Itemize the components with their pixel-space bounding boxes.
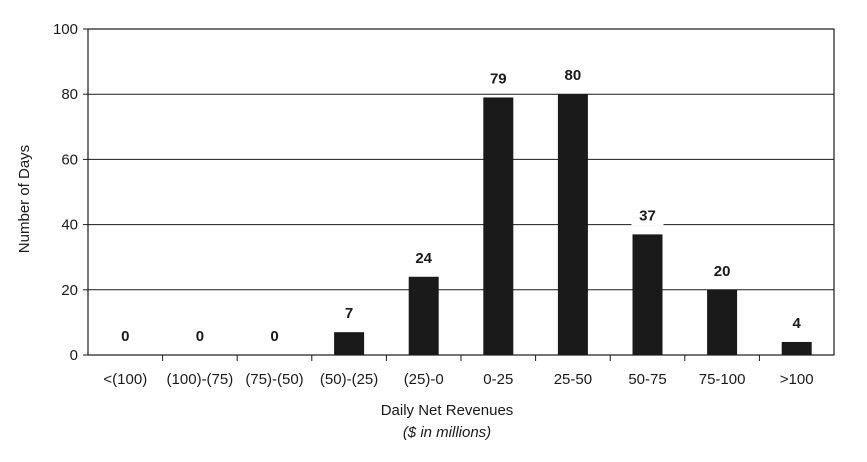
- data-label: 0: [121, 328, 129, 345]
- data-label-background: [706, 261, 739, 281]
- data-label-background: [631, 206, 664, 226]
- bar: [408, 276, 439, 355]
- data-label-background: [183, 327, 216, 346]
- bar: [483, 97, 514, 356]
- data-label: 24: [415, 250, 432, 267]
- bar: [707, 289, 738, 355]
- data-label-background: [258, 327, 291, 346]
- gridlines: [88, 93, 834, 291]
- data-label-background: [109, 327, 142, 346]
- x-tick-label: 25-50: [554, 371, 592, 388]
- x-axis-subtitle: ($ in millions): [403, 424, 491, 441]
- x-axis-title: Daily Net Revenues: [381, 402, 514, 419]
- data-label: 20: [714, 263, 731, 280]
- y-tick-label: 40: [61, 217, 78, 234]
- bars: [334, 94, 812, 356]
- data-label: 80: [565, 67, 582, 84]
- x-tick-label: >100: [780, 371, 814, 388]
- data-label-background: [407, 248, 440, 268]
- x-tick-label: (25)-0: [404, 371, 444, 388]
- y-tick-label: 100: [53, 21, 78, 38]
- data-labels: 0 0 0 7 24 79 80 37 20 4: [109, 66, 813, 346]
- x-tick-label: 50-75: [628, 371, 666, 388]
- data-label: 79: [490, 70, 507, 87]
- data-label: 0: [196, 328, 204, 345]
- data-label-background: [482, 69, 515, 89]
- data-label-background: [780, 313, 813, 333]
- y-tick-label: 20: [61, 282, 78, 299]
- x-axis-ticks: <(100) (100)-(75) (75)-(50) (50)-(25) (25)-0…: [103, 355, 814, 388]
- y-axis-ticks: 0 20 40 60 80 100: [53, 21, 88, 364]
- data-label: 37: [639, 207, 656, 224]
- x-tick-label: (75)-(50): [245, 371, 303, 388]
- x-tick-label: (100)-(75): [167, 371, 234, 388]
- x-tick-label: 75-100: [699, 371, 746, 388]
- y-axis-title: Number of Days: [16, 145, 33, 253]
- data-label: 0: [270, 328, 278, 345]
- bar: [334, 332, 365, 355]
- data-label-background: [333, 304, 366, 324]
- y-tick-label: 0: [70, 347, 78, 364]
- x-tick-label: 0-25: [483, 371, 513, 388]
- y-tick-label: 80: [61, 86, 78, 103]
- bar: [632, 234, 663, 355]
- data-label-background: [556, 66, 589, 86]
- x-tick-label: <(100): [103, 371, 147, 388]
- bar: [557, 94, 588, 355]
- y-tick-label: 60: [61, 151, 78, 168]
- data-label: 4: [793, 315, 802, 332]
- data-label: 7: [345, 305, 353, 322]
- x-tick-label: (50)-(25): [320, 371, 378, 388]
- bar: [781, 341, 812, 355]
